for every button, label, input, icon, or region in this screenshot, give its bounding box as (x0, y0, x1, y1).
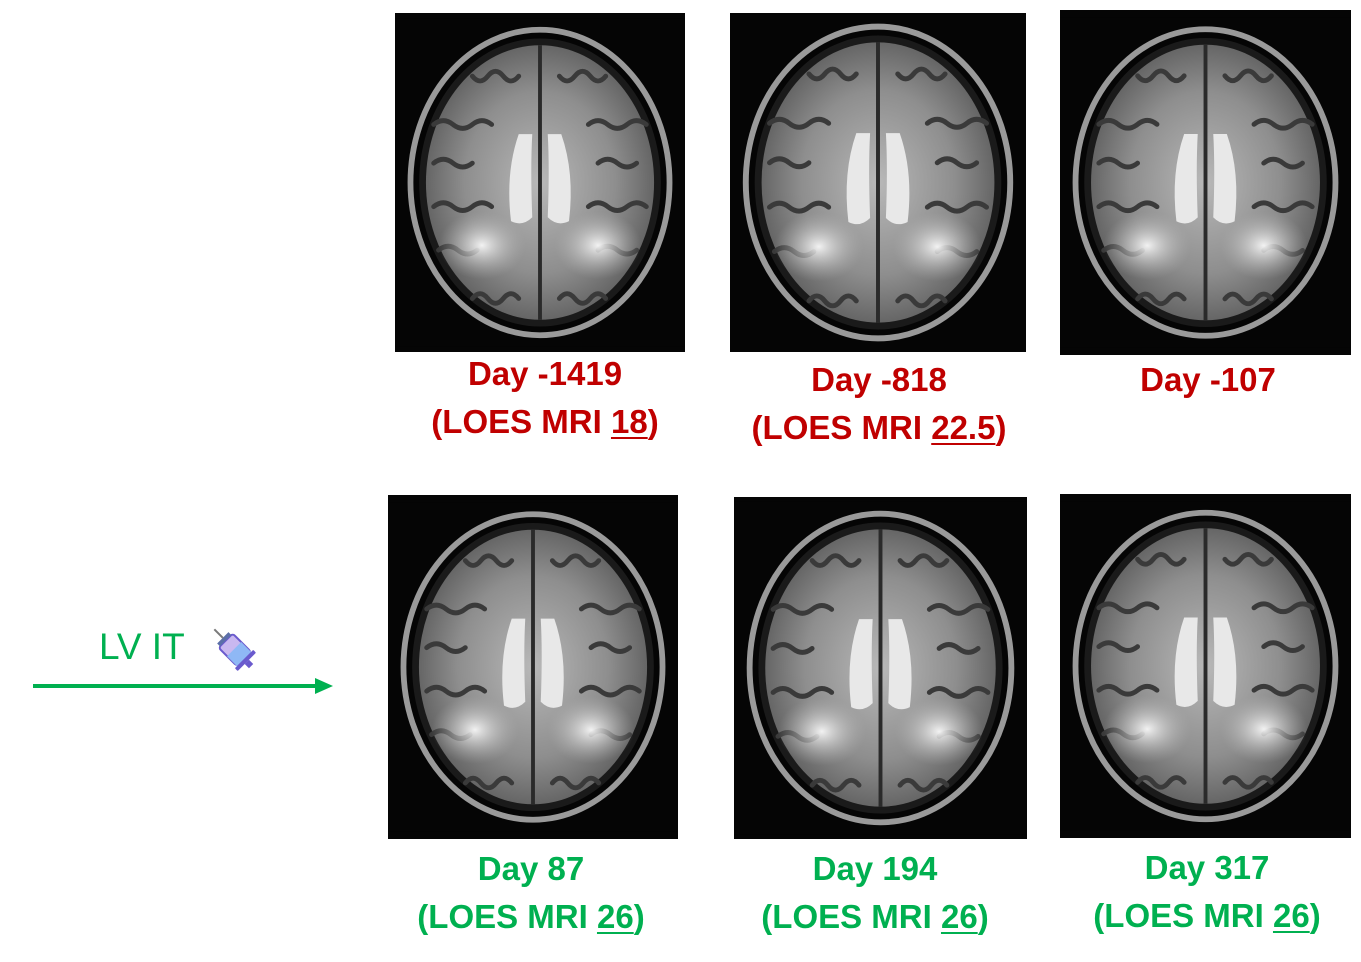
loes-score-line: (LOES MRI 18) (431, 403, 659, 440)
mri-image-day-87 (388, 495, 678, 839)
mri-image-day-minus-818 (730, 13, 1026, 352)
day-label: Day -1419 (467, 355, 623, 392)
mri-image-day-317 (1060, 494, 1351, 838)
day-label: Day 317 (1144, 849, 1270, 886)
brain-mri-icon (388, 495, 678, 839)
caption-scan-1: Day -1419 (LOES MRI 18) (395, 350, 695, 446)
treatment-indicator: LV IT (33, 620, 343, 700)
day-label: Day 87 (477, 850, 585, 887)
treatment-label: LV IT (99, 626, 185, 667)
loes-score-line: (LOES MRI 26) (1093, 897, 1321, 934)
caption-scan-5: Day 194 (LOES MRI 26) (725, 845, 1025, 941)
mri-image-day-minus-107 (1060, 10, 1351, 355)
loes-score: 22.5 (931, 409, 996, 446)
loes-score: 26 (940, 898, 978, 935)
brain-mri-icon (1060, 494, 1351, 838)
day-label: Day 194 (812, 850, 938, 887)
brain-mri-icon (395, 13, 685, 352)
mri-image-day-194 (734, 497, 1027, 839)
loes-score: 26 (1272, 897, 1310, 934)
mri-image-day-minus-1419 (395, 13, 685, 352)
caption-scan-6: Day 317 (LOES MRI 26) (1057, 844, 1357, 940)
day-label: Day -818 (811, 361, 947, 398)
brain-mri-icon (730, 13, 1026, 352)
timeline-arrow (33, 678, 333, 694)
brain-mri-icon (1060, 10, 1351, 355)
loes-score: 26 (596, 898, 634, 935)
syringe-icon (213, 628, 256, 671)
caption-scan-3: Day -107 (1058, 356, 1358, 404)
loes-score-line: (LOES MRI 22.5) (751, 409, 1007, 446)
caption-scan-4: Day 87 (LOES MRI 26) (381, 845, 681, 941)
caption-scan-2: Day -818 (LOES MRI 22.5) (729, 356, 1029, 452)
brain-mri-icon (734, 497, 1027, 839)
day-label: Day -107 (1140, 361, 1276, 398)
loes-score: 18 (610, 403, 648, 440)
loes-score-line: (LOES MRI 26) (761, 898, 989, 935)
loes-score-line: (LOES MRI 26) (417, 898, 645, 935)
